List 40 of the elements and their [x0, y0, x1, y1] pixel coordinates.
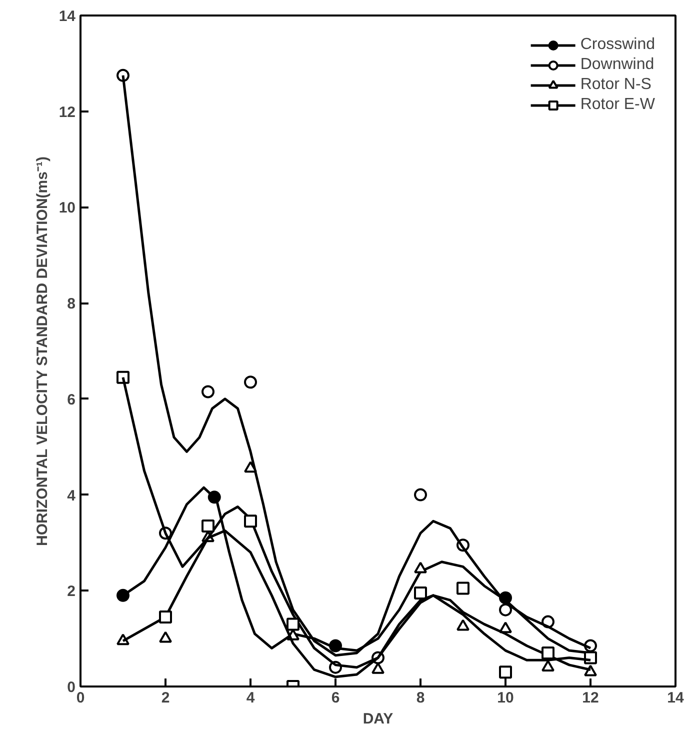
- point: [542, 660, 554, 672]
- point: [456, 582, 470, 595]
- point: [542, 646, 554, 660]
- y-tick-label: 10: [58, 200, 76, 217]
- x-tick-label: 8: [416, 690, 425, 706]
- y-tick-label: 0: [67, 679, 76, 696]
- point: [584, 664, 597, 676]
- point: [159, 610, 172, 624]
- x-tick-label: 14: [667, 690, 684, 706]
- point: [414, 562, 427, 574]
- point: [414, 488, 427, 502]
- y-tick-label: 8: [67, 296, 76, 313]
- x-axis-title: DAY: [362, 710, 394, 728]
- y-tick-label: 4: [67, 487, 76, 504]
- y-tick-label: 14: [58, 8, 76, 25]
- legend-label: Rotor E-W: [580, 96, 655, 114]
- point: [244, 461, 257, 473]
- point: [414, 586, 427, 600]
- point: [244, 376, 257, 389]
- legend-label: Crosswind: [580, 36, 655, 54]
- point: [159, 631, 172, 643]
- point: [286, 618, 300, 631]
- legend-label: Downwind: [580, 56, 654, 74]
- x-tick-label: 2: [161, 690, 170, 706]
- y-tick-label: 2: [67, 583, 76, 600]
- point: [244, 514, 257, 528]
- x-tick-label: 12: [582, 690, 599, 706]
- y-axis-title: HORIZONTAL VELOCITY STANDARD DEVIATION(ms⁻¹): [34, 156, 51, 546]
- point: [499, 603, 512, 616]
- point: [499, 666, 512, 679]
- point: [202, 385, 214, 398]
- point: [202, 519, 214, 532]
- x-tick-label: 6: [331, 690, 340, 706]
- y-tick-label: 12: [58, 104, 76, 121]
- point: [116, 588, 130, 602]
- x-tick-label: 10: [497, 690, 514, 706]
- point: [456, 619, 470, 631]
- y-tick-label: 6: [67, 391, 76, 408]
- legend-label: Rotor N-S: [580, 76, 652, 94]
- x-tick-label: 4: [246, 690, 256, 706]
